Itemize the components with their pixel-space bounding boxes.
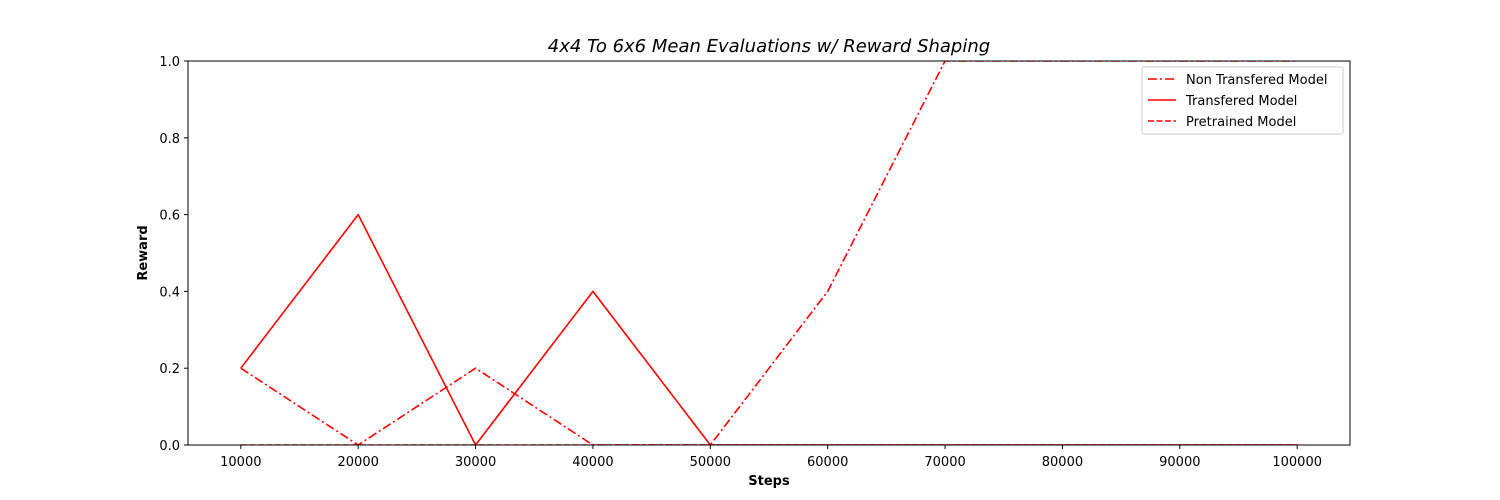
y-axis: 0.0 0.2 0.4 0.6 0.8 1.0 [159,55,188,454]
legend-label: Transfered Model [1185,94,1297,109]
x-tick-label: 70000 [924,455,965,470]
x-tick-label: 60000 [807,455,848,470]
y-tick-label: 0.2 [159,362,180,377]
x-tick-label: 50000 [690,455,731,470]
x-axis: 10000 20000 30000 40000 50000 60000 70000 80000… [220,445,1322,470]
x-tick-label: 20000 [338,455,379,470]
x-tick-label: 100000 [1272,455,1322,470]
series-line-non-transfered-model [240,61,1298,445]
y-tick-label: 0.4 [159,285,180,300]
x-tick-label: 90000 [1159,455,1200,470]
y-tick-label: 0.8 [159,132,180,147]
y-tick-label: 1.0 [159,55,180,70]
x-tick-label: 10000 [220,455,261,470]
plot-frame [187,60,1351,446]
y-tick-label: 0.6 [159,209,180,224]
x-tick-label: 30000 [455,455,496,470]
y-axis-label: Reward [136,225,151,280]
x-tick-label: 40000 [572,455,613,470]
chart-title: 4x4 To 6x6 Mean Evaluations w/ Reward Sh… [548,36,990,57]
series-line-transfered-model [240,213,1298,445]
legend-frame [1141,66,1344,135]
y-tick-label: 0.0 [159,439,180,454]
legend-label: Pretrained Model [1186,115,1296,130]
series-layer [240,61,1298,445]
legend: Non Transfered Model Transfered Model Pret… [1141,66,1344,135]
legend-label: Non Transfered Model [1186,73,1327,88]
x-tick-label: 80000 [1042,455,1083,470]
x-axis-label: Steps [748,474,790,489]
